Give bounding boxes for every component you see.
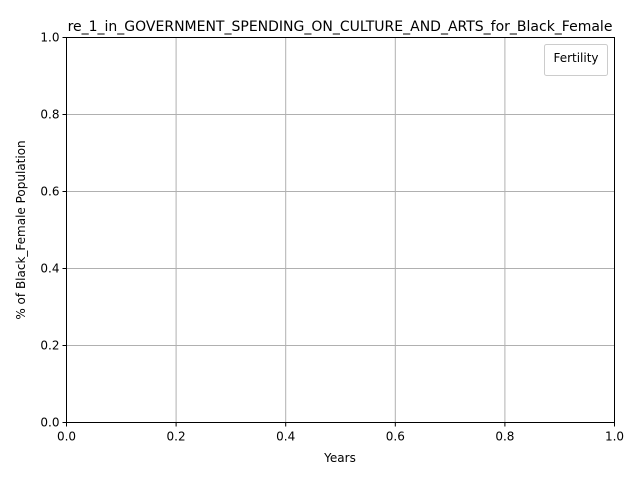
x-tick-label: 0.2 — [167, 430, 186, 444]
grid-lines — [66, 37, 615, 423]
x-tick-label: 0.0 — [57, 430, 76, 444]
x-tick-label: 1.0 — [605, 430, 624, 444]
legend-box — [544, 44, 608, 76]
x-tick-label: 0.8 — [495, 430, 514, 444]
y-tick-label: 0.8 — [40, 108, 59, 122]
x-tick-label: 0.6 — [386, 430, 405, 444]
y-axis-label: % of Black_Female Population — [14, 140, 28, 319]
x-axis-ticks: 0.0 0.2 0.4 0.6 0.8 1.0 — [57, 422, 624, 444]
chart-title: re_1_in_GOVERNMENT_SPENDING_ON_CULTURE_A… — [68, 19, 613, 35]
y-tick-label: 1.0 — [40, 31, 59, 45]
y-tick-label: 0.0 — [40, 416, 59, 430]
y-tick-label: 0.4 — [40, 262, 59, 276]
plot-frame — [66, 37, 615, 423]
legend: Fertility — [544, 44, 608, 76]
x-tick-label: 0.4 — [276, 430, 295, 444]
y-tick-label: 0.2 — [40, 339, 59, 353]
x-axis-label: Years — [323, 451, 356, 465]
legend-title: Fertility — [553, 51, 598, 65]
y-tick-label: 0.6 — [40, 185, 59, 199]
y-axis-ticks: 0.0 0.2 0.4 0.6 0.8 1.0 — [40, 31, 67, 430]
